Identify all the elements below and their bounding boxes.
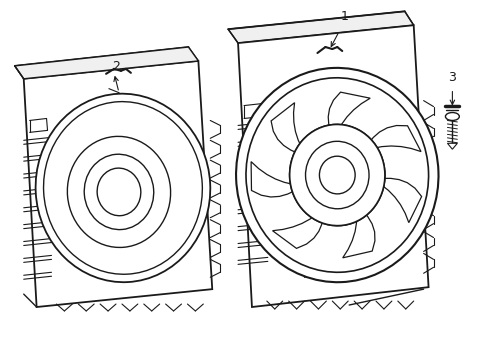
Polygon shape (447, 143, 457, 149)
Ellipse shape (84, 154, 154, 230)
Text: 3: 3 (448, 71, 456, 84)
Polygon shape (272, 192, 333, 248)
Polygon shape (356, 175, 421, 222)
Ellipse shape (319, 156, 355, 194)
Ellipse shape (36, 94, 210, 282)
Ellipse shape (236, 68, 439, 282)
Polygon shape (228, 11, 414, 43)
Polygon shape (271, 103, 322, 167)
Ellipse shape (306, 141, 369, 209)
Polygon shape (343, 190, 375, 258)
Ellipse shape (290, 125, 385, 226)
Polygon shape (24, 61, 212, 307)
Polygon shape (238, 25, 429, 307)
Ellipse shape (445, 113, 459, 121)
Polygon shape (15, 47, 198, 79)
Polygon shape (328, 92, 370, 157)
Polygon shape (350, 126, 421, 164)
Ellipse shape (97, 168, 141, 216)
Ellipse shape (290, 125, 385, 226)
Ellipse shape (319, 156, 355, 194)
Text: 2: 2 (112, 60, 120, 73)
Ellipse shape (306, 141, 369, 209)
Polygon shape (251, 162, 319, 197)
Text: 1: 1 (340, 10, 348, 23)
Ellipse shape (67, 136, 171, 247)
